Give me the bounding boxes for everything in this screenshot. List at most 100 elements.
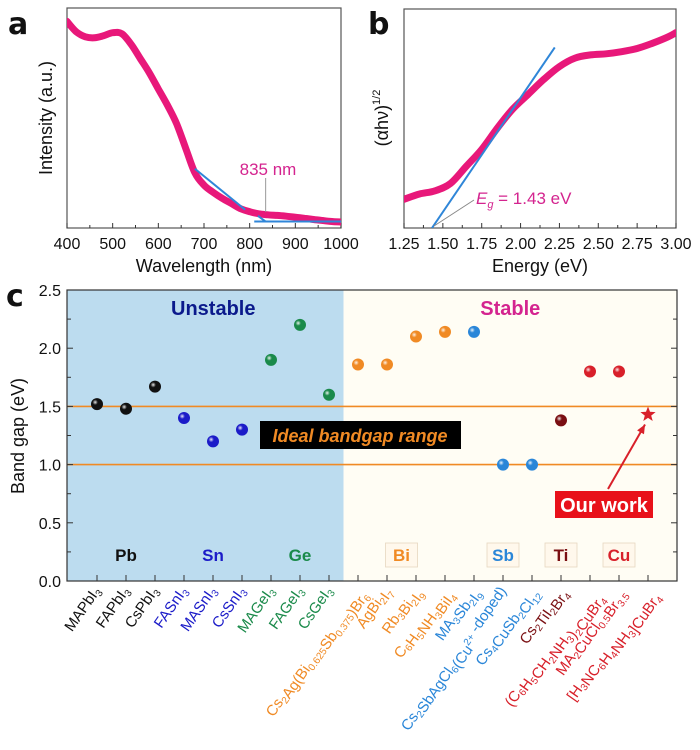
data-point-highlight <box>323 388 335 401</box>
data-point <box>178 412 190 425</box>
group-label-bi: Bi <box>393 546 410 565</box>
panel-label-c: c <box>6 279 24 314</box>
category-label-part: 2 <box>517 610 529 621</box>
data-point-highlight <box>410 330 422 343</box>
plot-b-tangent-lines <box>431 46 556 228</box>
category-label-part: BiI <box>432 593 456 617</box>
data-point <box>352 358 364 371</box>
data-point <box>207 435 219 448</box>
y-tick-label: 2.0 <box>39 341 61 358</box>
group-label-ge: Ge <box>289 546 312 565</box>
our-work-arrow-head <box>637 424 645 435</box>
plot-a-absorption-curve <box>67 17 341 226</box>
x-tick-label: 500 <box>99 236 126 253</box>
data-point-highlight <box>468 325 480 338</box>
data-point <box>555 414 567 427</box>
ideal-range-lines <box>67 405 677 466</box>
eg-value: = 1.43 eV <box>493 189 572 208</box>
category-label-part: 3 <box>181 588 193 599</box>
category-label-part: 2 <box>574 627 586 638</box>
category-label-part: 7 <box>386 589 398 600</box>
category-label-part: 3 <box>297 588 309 599</box>
data-point-highlight <box>265 353 277 366</box>
data-point-highlight <box>294 318 306 331</box>
data-point <box>120 402 132 415</box>
data-point-highlight <box>236 423 248 436</box>
x-tick-label: 600 <box>145 236 172 253</box>
y-tick-label: 1.5 <box>39 399 61 416</box>
data-point-star-our-work <box>640 406 656 421</box>
category-label-part: 3 <box>268 588 280 599</box>
data-point <box>613 365 625 378</box>
x-tick-label: 2.00 <box>505 236 536 253</box>
ideal-range-label-box <box>260 421 461 449</box>
data-point <box>323 388 335 401</box>
plot-b-y-axis-base: (αhν) <box>372 105 392 146</box>
plot-c-x-ticks <box>96 575 649 581</box>
our-work-arrow <box>607 424 646 490</box>
ideal-range-label: Ideal bandgap range <box>272 426 447 446</box>
group-label-box <box>385 542 418 568</box>
plot-a-frame <box>66 7 342 229</box>
category-label-part: 2 <box>280 695 292 706</box>
data-point-highlight <box>207 435 219 448</box>
group-label-pb: Pb <box>115 546 137 565</box>
data-point <box>410 330 422 343</box>
category-label-part: MAPbI <box>61 588 101 635</box>
data-point-highlight <box>381 358 393 371</box>
category-label-part: 4 <box>609 649 621 660</box>
region-label-unstable: Unstable <box>171 298 255 320</box>
data-point-highlight <box>91 398 103 411</box>
x-tick-label: 1.50 <box>427 236 458 253</box>
plot-b-frame <box>403 8 677 229</box>
category-label-part: 4 <box>449 593 461 604</box>
group-label-box <box>486 542 520 568</box>
category-label-part: 2 <box>468 597 480 608</box>
category-label-part: 2 <box>572 650 584 661</box>
y-tick-label: 0.0 <box>39 574 61 591</box>
category-label-part: 5 <box>415 631 427 642</box>
plot-b-tauc-curve <box>404 29 676 203</box>
panel-c: c Unstable Stable Ideal bandgap range Pb… <box>6 279 678 734</box>
category-label: MAPbI3 <box>61 583 106 636</box>
x-tick-label: 1.25 <box>388 236 419 253</box>
plot-c-y-tick-labels: 0.0 0.5 1.0 1.5 2.0 2.5 <box>39 283 61 591</box>
group-label-sn: Sn <box>202 546 224 565</box>
category-label-part: 4 <box>563 591 575 602</box>
category-label-part: 6 <box>597 661 609 672</box>
x-tick-label: 1000 <box>323 236 359 253</box>
plot-a-tangent-lines <box>194 167 341 223</box>
x-tick-label: 3.00 <box>660 236 691 253</box>
category-label-part: 2 <box>533 622 545 633</box>
bandgap-points <box>91 318 656 471</box>
plot-a-x-tick-labels: 400 500 600 700 800 900 1000 <box>54 236 359 253</box>
our-work-label: Our work <box>560 495 649 517</box>
category-label-part: 2 <box>378 596 390 607</box>
category-label-part: TiI <box>533 607 556 630</box>
eg-symbol: E <box>476 189 488 208</box>
plot-b-y-axis-title: (αhν)1/2 <box>371 90 392 147</box>
panel-label-b: b <box>368 7 389 42</box>
plot-a-x-axis-title: Wavelength (nm) <box>136 256 272 276</box>
plot-c-y-ticks <box>67 289 677 582</box>
data-point-highlight <box>526 458 538 471</box>
plot-b-y-axis-sup: 1/2 <box>371 90 383 105</box>
plot-c-category-labels: MAPbI3FAPbI3CsPbI3FASnI3MASnI3CsSnI3MAGe… <box>61 583 667 734</box>
data-point <box>91 398 103 411</box>
category-label-part: 3 <box>123 588 135 599</box>
plot-b-x-ticks <box>403 223 677 228</box>
y-tick-label: 2.5 <box>39 283 61 300</box>
data-point-highlight <box>439 325 451 338</box>
tangent-line <box>431 46 556 228</box>
panel-b: b 1.25 1.50 1.75 2.00 2.25 2.50 2.75 3.00 Eg = … <box>368 7 692 276</box>
plot-c-y-axis-title: Band gap (eV) <box>8 378 28 494</box>
category-label-part: 3 <box>627 629 639 640</box>
category-label-part: 6 <box>403 642 415 653</box>
category-label-part: 2 <box>415 709 427 720</box>
category-label-part: 3 <box>396 611 408 622</box>
category-label-part: 3 <box>565 634 577 645</box>
tangent-line <box>257 215 267 223</box>
category-label-part: SbAgCl <box>414 665 457 716</box>
data-point-highlight <box>613 365 625 378</box>
